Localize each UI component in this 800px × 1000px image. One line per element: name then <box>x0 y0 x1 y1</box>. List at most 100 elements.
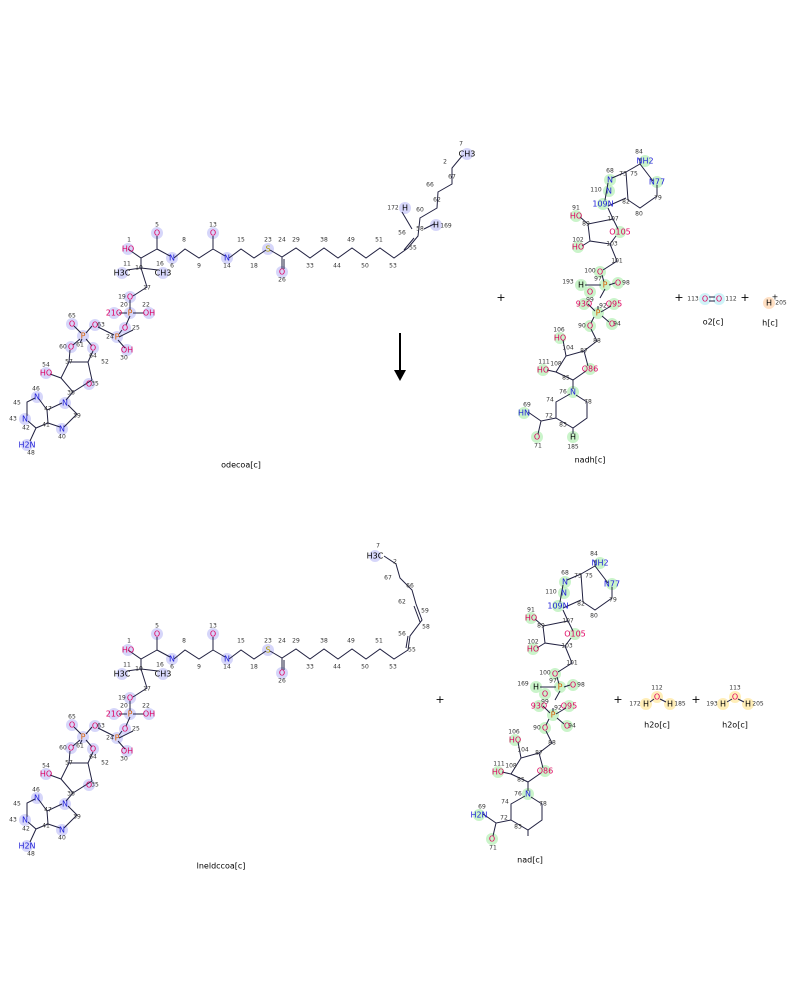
atom-label: + <box>772 293 779 302</box>
highlight-layer <box>473 557 618 845</box>
atom-index: 85 <box>562 375 570 382</box>
atom-label: O <box>68 343 74 352</box>
atom-highlight <box>584 320 596 332</box>
molecule: HO1O5N689O13N141518S2311H3C1016CH317O192… <box>9 543 430 871</box>
atom-index: 41 <box>42 422 50 429</box>
atom-highlight <box>567 679 579 691</box>
atom-index: 52 <box>101 760 109 767</box>
atom-highlight <box>40 768 52 780</box>
atom-label: P <box>551 711 556 720</box>
atom-label: N <box>224 655 230 664</box>
atom-label: O <box>615 279 621 288</box>
atom-label: H2N <box>18 441 35 450</box>
atom-label: N <box>606 187 612 196</box>
atom-index: 54 <box>42 362 50 369</box>
atom-highlight <box>157 267 169 279</box>
atom-index: 98 <box>622 280 630 287</box>
atom-label: NH2 <box>591 559 608 568</box>
atom-label: O <box>587 322 593 331</box>
atom-index: 82 <box>577 601 585 608</box>
atom-label: H2N <box>18 842 35 851</box>
bonds <box>26 637 267 843</box>
atom-index: 13 <box>209 222 217 229</box>
atom-index: 10 <box>135 265 143 272</box>
atom-index: 40 <box>58 434 66 441</box>
atom-highlight <box>547 709 559 721</box>
atom-label: N <box>34 794 40 803</box>
atom-index: 60 <box>59 745 67 752</box>
atom-highlight <box>151 227 163 239</box>
atom-index: 56 <box>398 631 406 638</box>
atom-label: O86 <box>582 365 598 374</box>
atom-highlight <box>399 202 411 214</box>
atom-highlight <box>639 155 651 167</box>
atom-index: 113 <box>687 296 699 303</box>
bonds <box>709 296 715 302</box>
atom-label: N <box>62 399 68 408</box>
atom-index: 30 <box>120 756 128 763</box>
atom-highlight <box>89 319 101 331</box>
atom-label: 21O <box>106 710 122 719</box>
atom-index: 50 <box>361 664 369 671</box>
atom-label: OH <box>143 309 155 318</box>
atom-index: 33 <box>306 263 314 270</box>
atom-label: N77 <box>604 580 620 589</box>
atom-index: 80 <box>590 613 598 620</box>
atom-label: O <box>570 681 576 690</box>
atom-index: 90 <box>533 725 541 732</box>
atom-index: 63 <box>97 322 105 329</box>
atom-highlight <box>567 431 579 443</box>
atom-highlight <box>143 307 155 319</box>
atom-index: 39 <box>73 413 81 420</box>
atom-highlight <box>108 708 120 720</box>
atom-index: 107 <box>562 618 574 625</box>
highlight-layer <box>763 297 775 309</box>
atom-index: 66 <box>406 583 414 590</box>
atom-index: 46 <box>32 787 40 794</box>
atom-label: P <box>81 332 86 341</box>
bonds <box>726 698 745 703</box>
atom-index: 61 <box>76 743 84 750</box>
atom-index: 18 <box>250 263 258 270</box>
atom-label: 109N <box>547 602 568 611</box>
atom-index: 78 <box>539 801 547 808</box>
atom-index: 100 <box>539 670 551 677</box>
atom-highlight <box>430 219 442 231</box>
atom-highlight <box>369 550 381 562</box>
atom-highlight <box>207 628 219 640</box>
atom-index: 104 <box>517 747 529 754</box>
atom-highlight <box>207 227 219 239</box>
atom-index: 42 <box>22 425 30 432</box>
atom-label: H3C <box>367 552 384 561</box>
atom-label: O105 <box>609 228 631 237</box>
atom-highlight <box>539 765 551 777</box>
atom-label: O <box>597 268 603 277</box>
atom-index: 87 <box>580 348 588 355</box>
atom-index: 48 <box>27 450 35 457</box>
atom-index: 50 <box>361 263 369 270</box>
plus-sign: + <box>740 291 749 304</box>
atom-index: 68 <box>606 168 614 175</box>
atom-highlight <box>124 692 136 704</box>
atom-index: 17 <box>143 285 151 292</box>
atom-label: HO <box>537 366 549 375</box>
plus-sign: + <box>435 693 444 706</box>
atom-index: 106 <box>553 327 565 334</box>
highlight-layer <box>19 148 473 451</box>
atom-index: 60 <box>416 207 424 214</box>
atom-index: 205 <box>775 300 787 307</box>
atom-highlight <box>539 688 551 700</box>
atom-label: N <box>34 393 40 402</box>
atom-index: 185 <box>567 444 579 451</box>
atom-index: 64 <box>89 353 97 360</box>
atom-label: O95 <box>561 702 577 711</box>
atom-index: 43 <box>9 817 17 824</box>
atom-index: 20 <box>120 302 128 309</box>
atom-label: P <box>596 309 601 318</box>
atom-index: 91 <box>527 607 535 614</box>
atom-index: 112 <box>651 685 663 692</box>
atom-index: 69 <box>523 402 531 409</box>
atom-index: 82 <box>622 199 630 206</box>
atom-index: 60 <box>59 344 67 351</box>
